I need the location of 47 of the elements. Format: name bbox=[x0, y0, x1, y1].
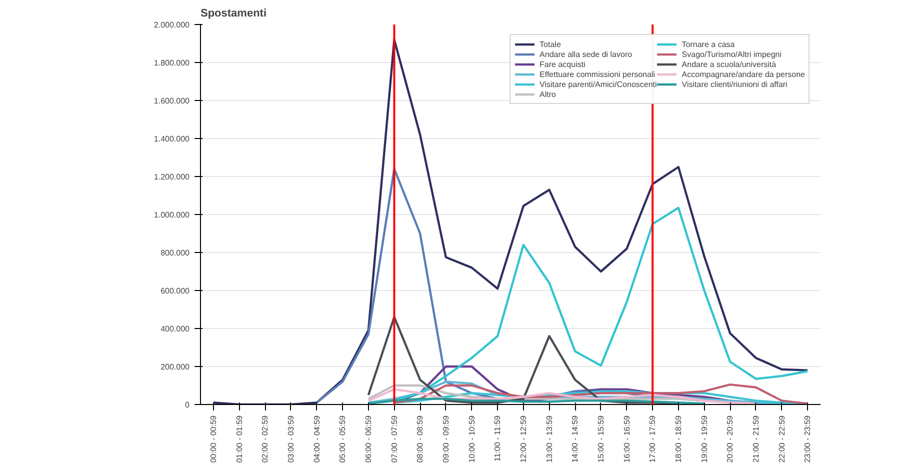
x-tick-label: 13:00 - 13:59 bbox=[544, 414, 554, 463]
legend-label: Accompagnare/andare da persone bbox=[682, 69, 805, 79]
x-tick-label: 03:00 - 03:59 bbox=[286, 414, 296, 463]
x-tick-label: 15:00 - 15:59 bbox=[596, 414, 606, 463]
y-tick-label: 1.400.000 bbox=[154, 134, 190, 144]
x-tick-label: 07:00 - 07:59 bbox=[390, 414, 399, 463]
legend-label: Fare acquisti bbox=[540, 59, 586, 69]
y-tick-label: 0 bbox=[185, 400, 190, 410]
x-tick-label: 16:00 - 16:59 bbox=[622, 414, 632, 463]
x-tick-label: 14:00 - 14:59 bbox=[570, 414, 580, 463]
x-tick-label: 08:00 - 08:59 bbox=[416, 414, 425, 463]
x-tick-label: 12:00 - 12:59 bbox=[518, 414, 528, 463]
x-tick-label: 18:00 - 18:59 bbox=[674, 414, 683, 463]
x-tick-label: 01:00 - 01:59 bbox=[234, 414, 244, 463]
legend-label: Svago/Turismo/Altri impegni bbox=[682, 49, 782, 59]
x-tick-label: 19:00 - 19:59 bbox=[700, 414, 709, 463]
legend-label: Totale bbox=[540, 39, 561, 49]
x-tick-label: 17:00 - 17:59 bbox=[648, 414, 658, 463]
x-tick-label: 04:00 - 04:59 bbox=[312, 414, 322, 463]
y-tick-label: 200.000 bbox=[160, 362, 190, 372]
legend-label: Visitare parenti/Amici/Conoscenti bbox=[540, 79, 657, 89]
x-tick-label: 02:00 - 02:59 bbox=[260, 414, 270, 463]
legend-label: Andare alla sede di lavoro bbox=[540, 49, 632, 59]
x-tick-label: 23:00 - 23:59 bbox=[803, 414, 812, 463]
legend-label: Andare a scuola/università bbox=[682, 59, 776, 69]
legend-label: Visitare clienti/riunioni di affari bbox=[682, 79, 788, 89]
y-tick-label: 1.800.000 bbox=[154, 58, 190, 68]
y-tick-label: 600.000 bbox=[160, 286, 190, 296]
x-tick-label: 11:00 - 11:59 bbox=[493, 414, 502, 462]
x-tick-label: 20:00 - 20:59 bbox=[726, 414, 735, 463]
y-tick-label: 400.000 bbox=[160, 324, 190, 334]
y-tick-label: 1.600.000 bbox=[154, 96, 190, 106]
x-tick-label: 22:00 - 22:59 bbox=[777, 414, 786, 463]
y-tick-label: 800.000 bbox=[160, 248, 190, 258]
x-tick-label: 05:00 - 05:59 bbox=[338, 414, 348, 463]
y-tick-label: 1.200.000 bbox=[154, 172, 190, 182]
x-tick-label: 10:00 - 10:59 bbox=[467, 414, 476, 463]
legend-label: Effettuare commissioni personali bbox=[540, 69, 656, 79]
y-tick-label: 2.000.000 bbox=[154, 20, 190, 30]
chart-title: Spostamenti bbox=[200, 8, 267, 20]
y-tick-label: 1.000.000 bbox=[154, 210, 190, 220]
legend-label: Tornare a casa bbox=[682, 39, 735, 49]
x-tick-label: 00:00 - 00:59 bbox=[208, 414, 218, 463]
x-tick-label: 21:00 - 21:59 bbox=[751, 414, 760, 463]
x-tick-label: 09:00 - 09:59 bbox=[441, 414, 450, 463]
legend-label: Altro bbox=[540, 89, 557, 99]
x-tick-label: 06:00 - 06:59 bbox=[364, 414, 373, 463]
